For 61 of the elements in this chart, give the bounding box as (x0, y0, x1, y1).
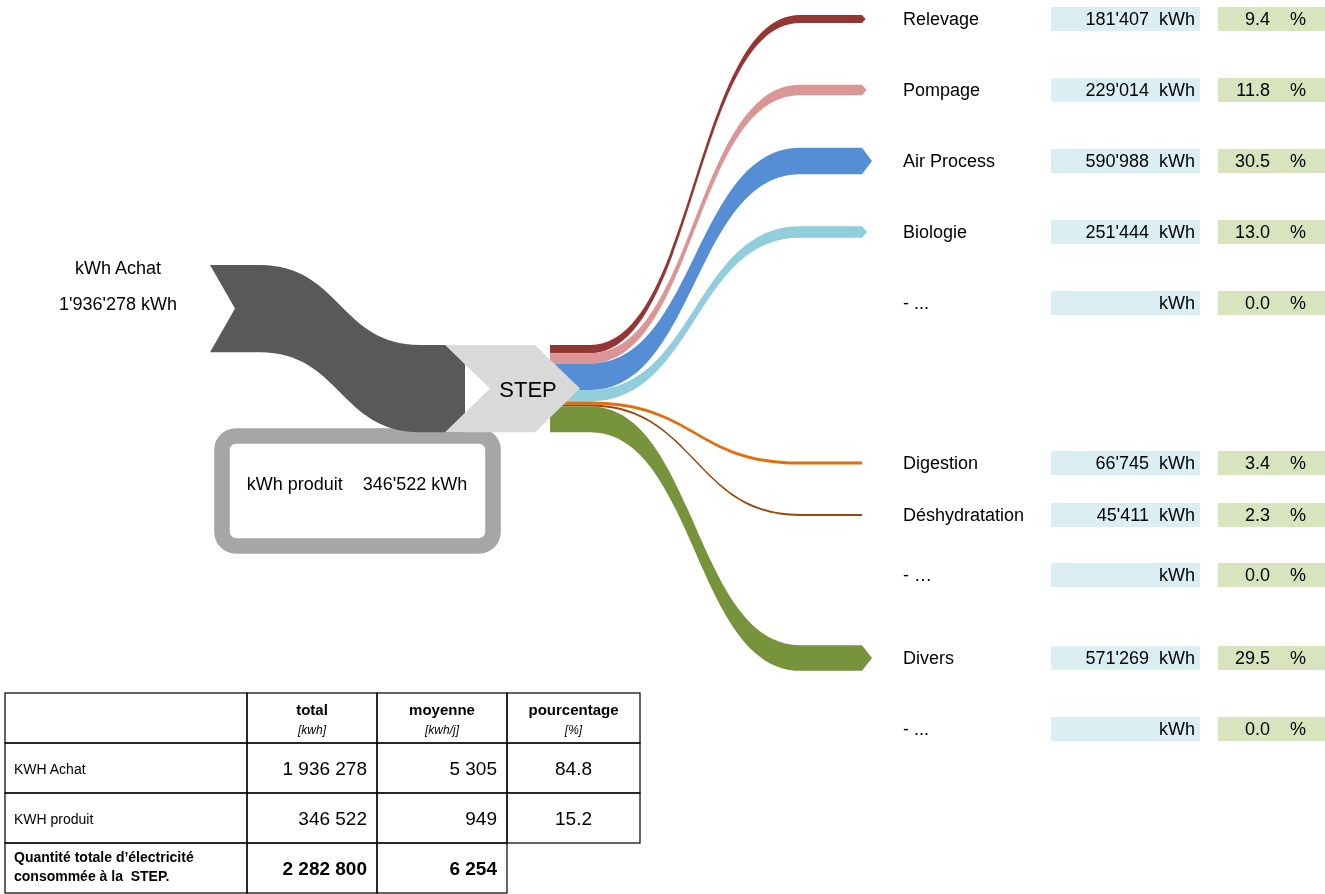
category-label: Biologie (903, 222, 968, 242)
text: % (1289, 719, 1307, 739)
category-label: Pompage (903, 80, 981, 100)
data-label: 84.8 (555, 758, 592, 779)
data-label: 66'745 kWh (1095, 453, 1195, 473)
text: % (1289, 453, 1307, 473)
text: [%] (563, 723, 583, 737)
text: [kwh/j] (423, 723, 460, 737)
data-label: 251'444 kWh (1085, 222, 1195, 242)
text: total (296, 701, 328, 718)
data-label: 949 (465, 808, 497, 829)
data-label: 30.5 (1234, 151, 1270, 171)
data-label: 0.0 (1244, 565, 1270, 585)
data-label: 181'407 kWh (1085, 9, 1195, 29)
data-label: 29.5 (1234, 648, 1270, 668)
text: % (1289, 293, 1307, 313)
category-label: - … (903, 565, 932, 585)
text: % (1289, 80, 1307, 100)
text: % (1289, 565, 1307, 585)
data-label: kWh (1159, 565, 1195, 585)
data-label: 11.8 (1236, 80, 1270, 100)
data-label: 3.4 (1244, 453, 1270, 473)
category-label: Relevage (903, 9, 980, 29)
data-label: 346 522 (298, 808, 367, 829)
data-label: 15.2 (555, 808, 592, 829)
text: moyenne (409, 701, 475, 718)
text: % (1289, 9, 1307, 29)
category-label: KWH Achat (14, 761, 86, 777)
category-label: - ... (903, 719, 929, 739)
data-label: 2 282 800 (282, 858, 367, 879)
data-label: 229'014 kWh (1085, 80, 1195, 100)
category-label: Divers (903, 648, 955, 668)
text: % (1289, 222, 1307, 242)
data-label: 6 254 (449, 858, 498, 879)
text: STEP (499, 376, 557, 402)
data-label: 5 305 (449, 758, 497, 779)
data-label: 1 936 278 (282, 758, 367, 779)
data-label: 2.3 (1244, 505, 1270, 525)
category-label: - ... (903, 293, 929, 313)
text: % (1289, 648, 1307, 668)
data-label: kWh (1159, 719, 1195, 739)
data-label: 13.0 (1234, 222, 1270, 242)
category-label: Digestion (903, 453, 979, 473)
data-label: 45'411 kWh (1096, 505, 1195, 525)
data-label: kWh (1159, 293, 1195, 313)
data-label: 571'269 kWh (1085, 648, 1195, 668)
data-label: 0.0 (1244, 719, 1270, 739)
text: % (1289, 505, 1307, 525)
text: [kwh] (296, 723, 327, 737)
category-label: Air Process (903, 151, 996, 171)
text: kWh produit 346'522 kWh (246, 474, 468, 495)
category-label: Quantité totale d’électricité consommée à la STEP. (14, 849, 194, 884)
text: pourcentage (528, 701, 619, 718)
text: kWh Achat (74, 258, 162, 278)
text: 1'936'278 kWh (59, 294, 177, 314)
data-label: 9.4 (1244, 9, 1270, 29)
category-label: Déshydratation (903, 505, 1025, 525)
text: % (1289, 151, 1307, 171)
category-label: KWH produit (14, 811, 94, 827)
data-label: 590'988 kWh (1085, 151, 1195, 171)
data-label: 0.0 (1244, 293, 1270, 313)
